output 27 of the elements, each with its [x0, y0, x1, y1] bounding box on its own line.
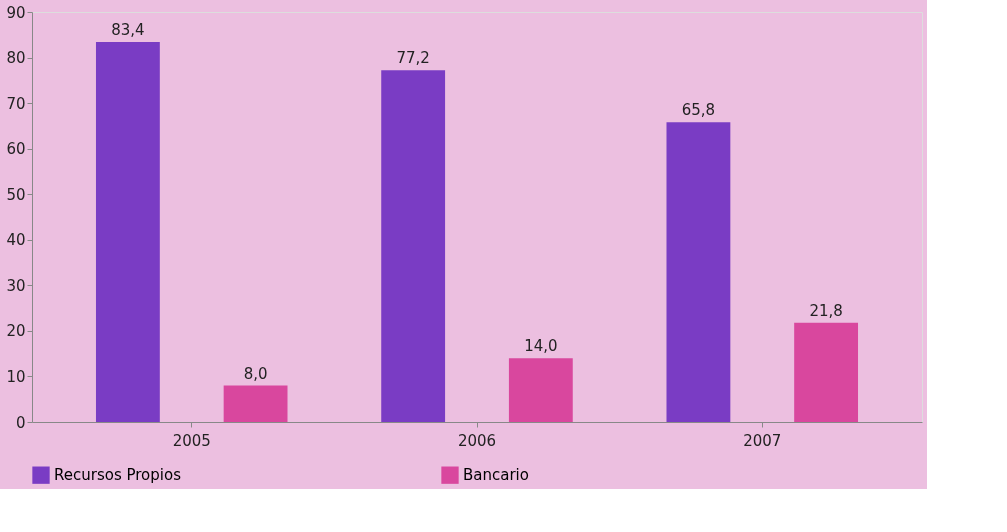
y-tick-label: 40 [6, 231, 26, 250]
bar [666, 122, 731, 422]
y-tick-label: 80 [6, 49, 26, 68]
legend-label: Bancario [463, 466, 529, 485]
y-tick-label: 0 [15, 413, 26, 432]
y-tick-label: 30 [6, 276, 26, 295]
data-label: 77,2 [396, 49, 430, 68]
data-label: 65,8 [681, 101, 716, 120]
data-label: 8,0 [243, 364, 268, 383]
bar [794, 322, 859, 422]
legend-label: Recursos Propios [54, 466, 182, 485]
y-tick-label: 20 [6, 322, 26, 341]
bar [95, 42, 160, 422]
y-tick-label: 90 [6, 3, 26, 22]
x-tick-label: 2006 [457, 431, 497, 450]
data-label: 14,0 [524, 337, 558, 356]
x-tick-label: 2007 [743, 431, 782, 450]
y-tick-label: 60 [6, 140, 26, 159]
data-label: 21,8 [809, 301, 843, 320]
bar [381, 70, 446, 422]
y-tick-label: 70 [6, 94, 26, 113]
data-label: 83,4 [111, 21, 145, 40]
y-tick-label: 10 [6, 367, 26, 386]
y-tick-label: 50 [6, 185, 26, 204]
bar [508, 358, 573, 422]
x-tick-label: 2005 [172, 431, 211, 450]
bar [223, 385, 288, 422]
